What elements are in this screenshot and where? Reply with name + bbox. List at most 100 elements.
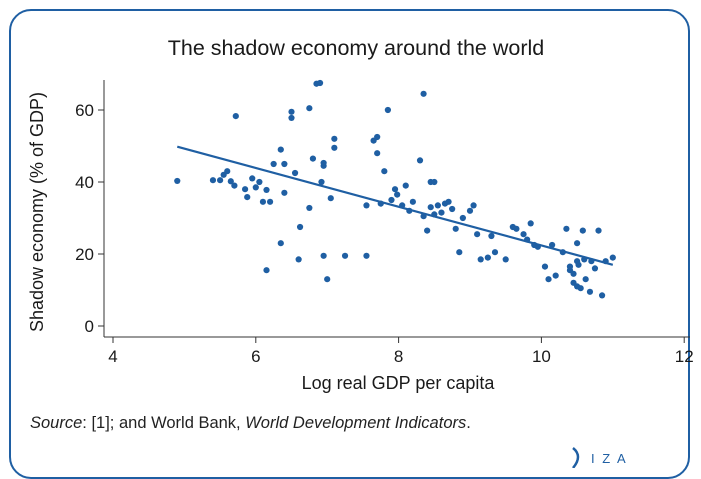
data-point [552,272,559,279]
data-point [331,135,338,142]
data-point [582,276,589,283]
source-text-c: . [466,414,471,432]
data-point [252,184,259,191]
data-point [591,265,599,272]
data-point [306,204,313,212]
data-point [431,178,438,186]
data-point [488,232,495,240]
x-tick-label: 6 [251,347,260,366]
data-point [491,249,499,256]
scatter-chart: The shadow economy around the world Shad… [27,36,694,393]
data-point [427,204,434,211]
data-point [420,90,427,97]
source-text-b: World Development Indicators [245,414,467,432]
data-point [474,231,481,238]
data-point [174,177,181,185]
data-point [377,200,384,207]
data-point [374,150,381,157]
data-point [452,225,459,232]
data-point [541,263,549,270]
x-tick-label: 4 [108,347,117,366]
data-point [416,157,424,164]
data-point [388,196,395,204]
data-point [534,243,541,250]
data-point [456,249,463,256]
data-point [563,225,570,232]
data-point [277,240,284,247]
data-point [574,240,581,247]
data-point [259,198,267,205]
data-point [324,276,331,283]
data-point [598,292,606,299]
data-point [263,267,270,274]
iza-logo: I Z A [572,447,628,468]
data-point [320,159,327,167]
data-point [575,261,582,268]
data-point [609,254,616,261]
data-point [527,220,534,227]
data-point [256,178,263,186]
y-tick-label: 40 [75,173,94,192]
chart-title: The shadow economy around the world [168,36,544,60]
data-point [549,241,556,249]
data-point [602,258,609,265]
data-point [231,182,238,189]
data-point [381,168,388,175]
data-point [520,231,527,238]
data-point [588,258,595,265]
data-point [399,202,406,209]
data-point [424,227,431,234]
y-tick-label: 20 [75,245,94,264]
data-point [241,186,249,193]
data-point [266,198,274,205]
data-point [449,205,456,213]
y-tick-label: 0 [85,317,94,336]
y-tick-label: 60 [75,101,94,120]
data-point [363,202,370,209]
data-point [296,223,304,231]
logo-text: I Z A [591,451,628,466]
data-point [232,113,239,120]
data-point [484,254,491,261]
data-point [391,186,399,193]
data-point [545,276,552,283]
data-point [318,178,325,186]
data-point [209,177,217,184]
data-point [331,144,338,151]
data-point [281,189,288,196]
source-text-a: : [1]; and World Bank, [82,414,246,432]
axes: 0 20 40 60 4 6 8 10 12 [75,80,694,366]
source-label: Source [30,414,83,432]
fit-line [176,145,614,266]
data-point [288,108,295,115]
source-note: Source: [1]; and World Bank, World Devel… [30,414,471,433]
x-tick-label: 10 [532,347,551,366]
x-tick-label: 8 [394,347,403,366]
data-point [244,194,251,201]
data-point [263,186,270,194]
data-point [291,169,299,177]
data-point [581,256,588,263]
data-point [470,202,477,209]
data-point [420,213,427,220]
data-point [466,207,474,214]
data-point [341,252,349,259]
data-point [306,105,313,112]
data-point [579,227,586,234]
data-point [270,160,277,168]
data-point [394,191,401,198]
data-point [574,283,581,290]
data-point [502,256,509,263]
data-point [249,175,256,182]
data-point [374,133,381,141]
data-point [438,209,445,216]
data-point [431,211,438,218]
data-point [513,225,520,232]
data-point [363,252,370,259]
data-point [295,256,302,263]
data-point [316,79,324,87]
data-point [281,160,288,168]
data-point [327,195,334,202]
data-point [227,178,234,185]
data-point [406,207,413,214]
